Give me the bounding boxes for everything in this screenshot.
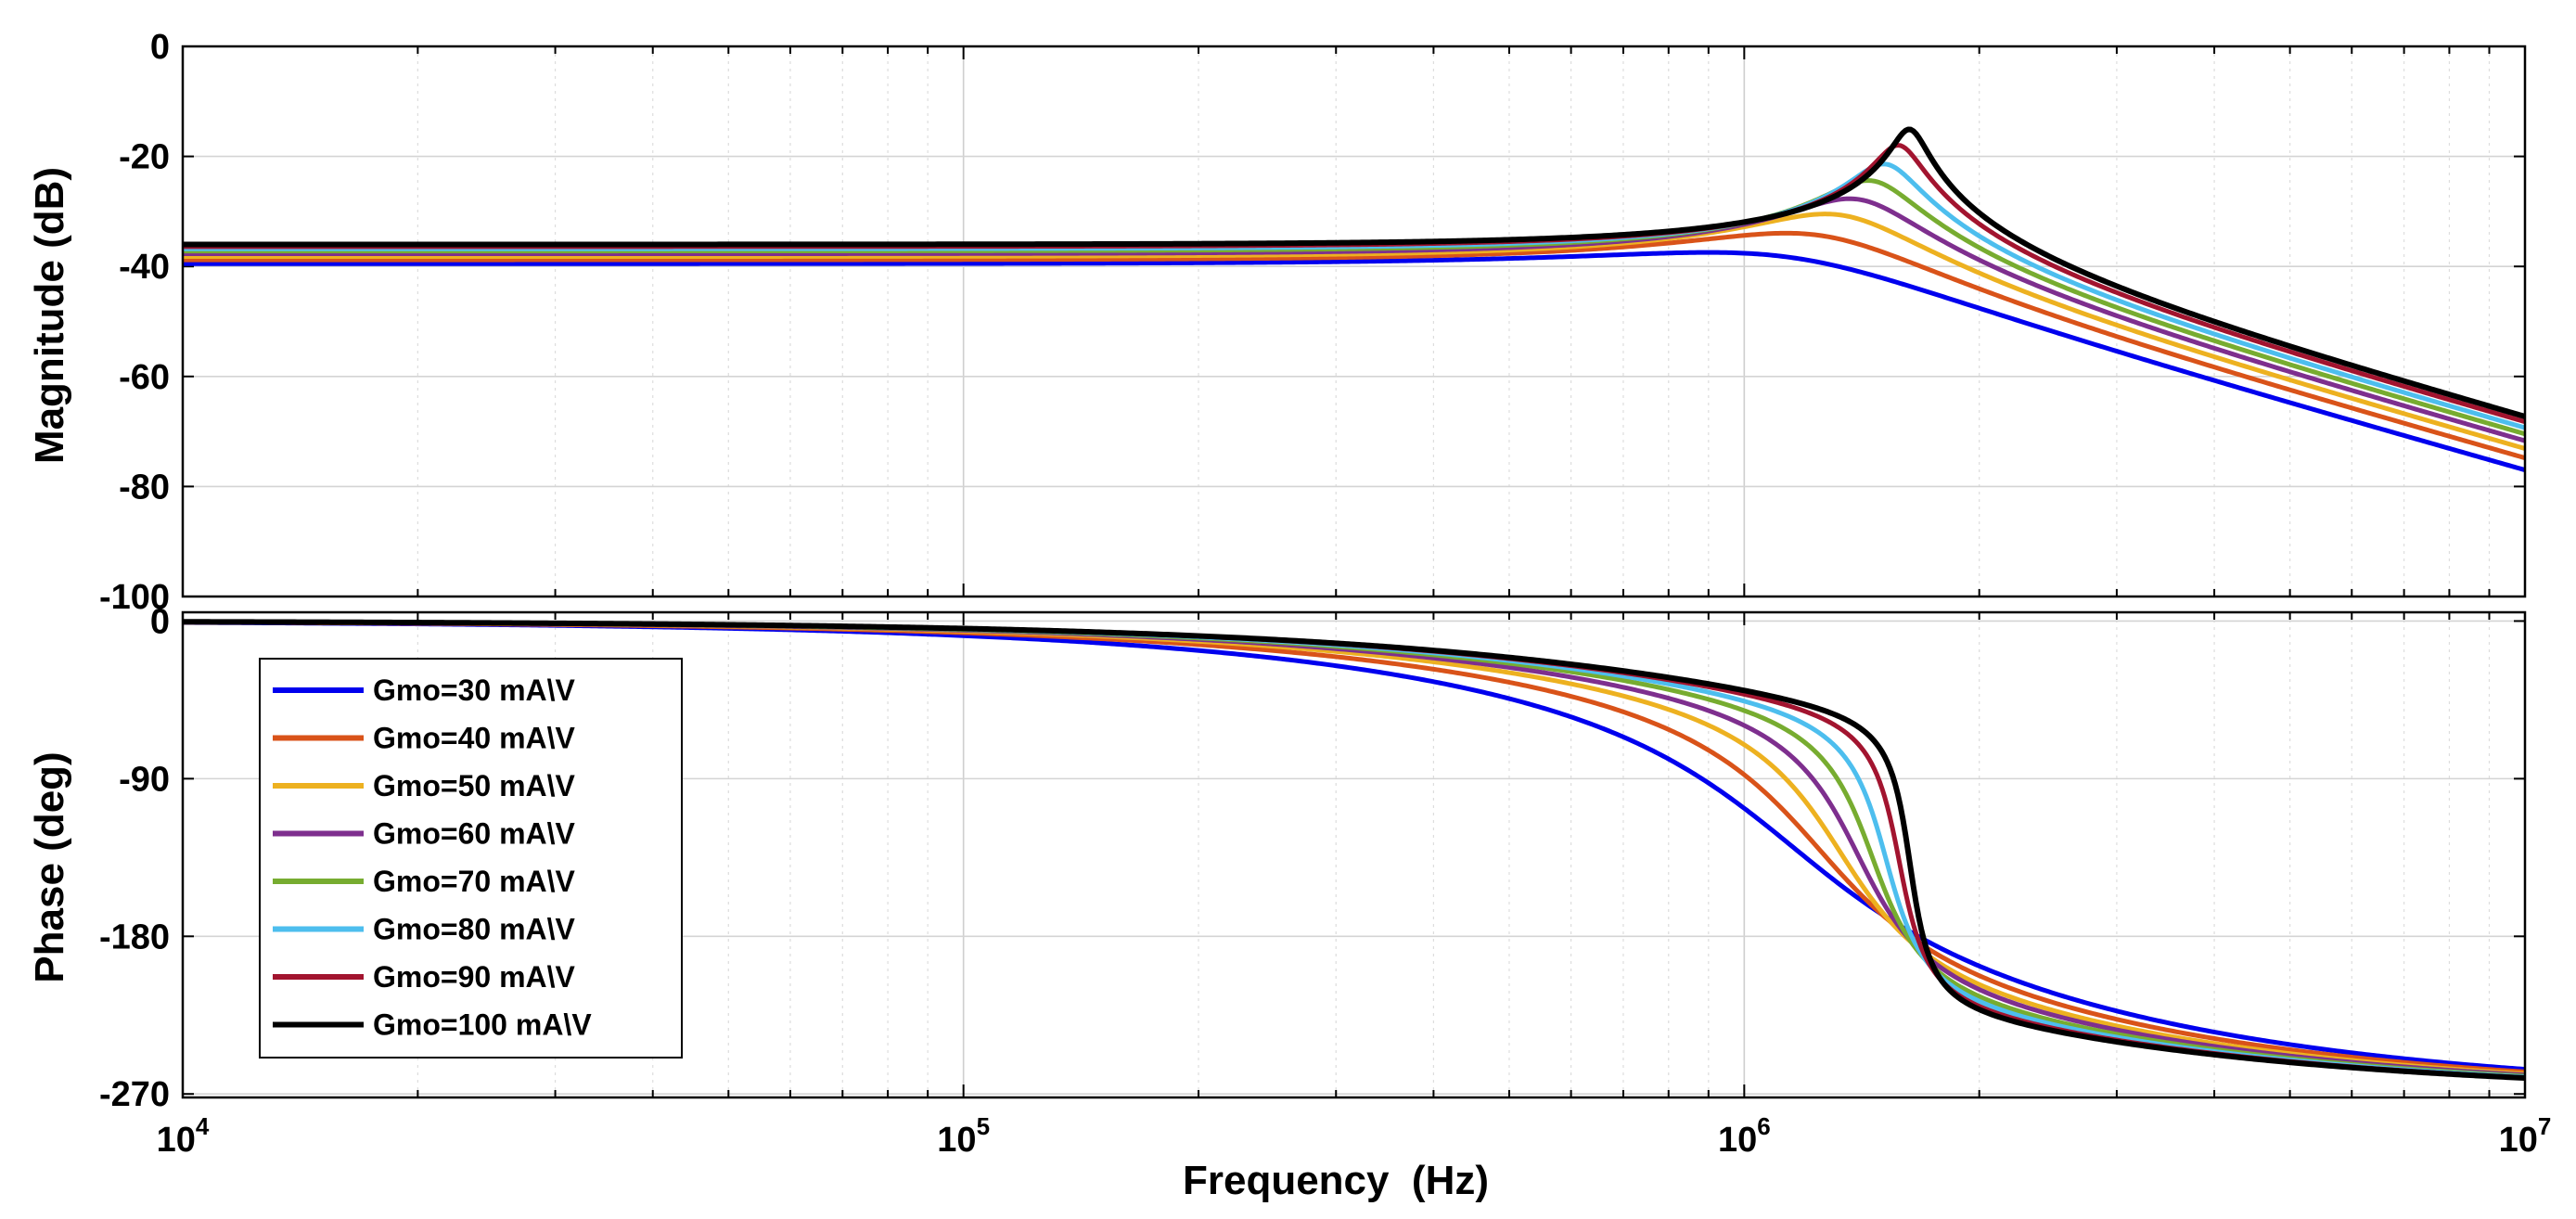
y-tick-label: -270 bbox=[99, 1075, 170, 1114]
magnitude-series-line-2 bbox=[183, 230, 2525, 461]
y-tick-label: -180 bbox=[99, 917, 170, 956]
legend-entry-label: Gmo=60 mA\V bbox=[373, 817, 576, 851]
y-tick-label: -80 bbox=[119, 468, 170, 507]
legend-entry-label: Gmo=50 mA\V bbox=[373, 769, 576, 802]
magnitude-y-axis-label: Magnitude (dB) bbox=[27, 167, 72, 464]
y-tick-label: -20 bbox=[119, 138, 170, 177]
phase-series-group bbox=[183, 619, 2525, 1082]
x-tick-label: 105 bbox=[937, 1112, 990, 1160]
magnitude-series-group bbox=[183, 126, 2525, 473]
axes-frame bbox=[181, 45, 2527, 598]
x-tick-label: 107 bbox=[2499, 1112, 2552, 1160]
legend: Gmo=30 mA\V Gmo=40 mA\V Gmo=50 mA\V Gmo=60 … bbox=[259, 658, 683, 1059]
magnitude-series-line-3 bbox=[183, 212, 2525, 451]
magnitude-series-line-4 bbox=[183, 196, 2525, 443]
x-tick-label: 106 bbox=[1718, 1112, 1771, 1160]
legend-entry-label: Gmo=30 mA\V bbox=[373, 674, 576, 707]
legend-entry-label: Gmo=90 mA\V bbox=[373, 960, 576, 994]
legend-entry-label: Gmo=100 mA\V bbox=[373, 1008, 592, 1042]
phase-y-axis-label: Phase (deg) bbox=[27, 751, 72, 982]
y-tick-label: -60 bbox=[119, 358, 170, 397]
phase-series-line-8 bbox=[183, 619, 2525, 1082]
legend-entry-label: Gmo=80 mA\V bbox=[373, 913, 576, 946]
y-tick-label: -100 bbox=[99, 578, 170, 617]
x-axis-label: Frequency (Hz) bbox=[1183, 1158, 1489, 1203]
y-tick-label: 0 bbox=[150, 602, 170, 641]
y-tick-label: 0 bbox=[150, 28, 170, 67]
legend-entry-label: Gmo=40 mA\V bbox=[373, 722, 576, 755]
y-tick-label: -40 bbox=[119, 248, 170, 287]
magnitude-axes: 0 -20 -40 -60 -80 -100 bbox=[99, 28, 2527, 617]
magnitude-series-line-8 bbox=[183, 126, 2525, 419]
legend-box bbox=[259, 658, 683, 1059]
axes-frame bbox=[181, 610, 2527, 1099]
x-tick-label: 104 bbox=[157, 1112, 210, 1160]
legend-entry-label: Gmo=70 mA\V bbox=[373, 865, 576, 898]
magnitude-series-line-1 bbox=[183, 250, 2525, 473]
y-tick-label: -90 bbox=[119, 760, 170, 799]
